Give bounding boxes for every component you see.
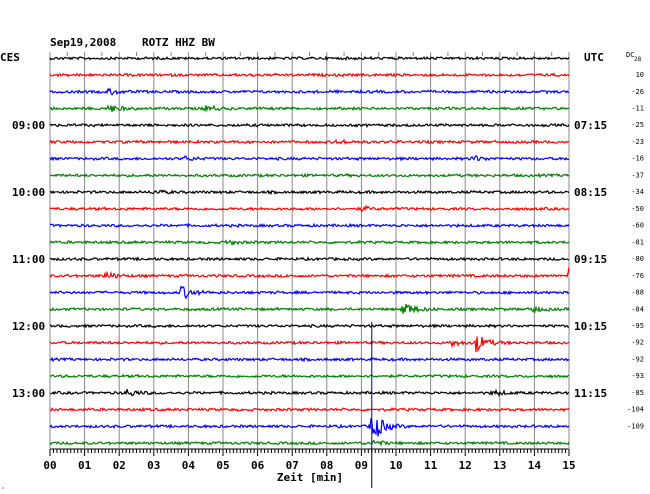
dc-offset-label: -34	[631, 188, 644, 196]
dc-offset-label: -23	[631, 138, 644, 146]
left-time-label: 11:00	[12, 253, 45, 266]
trace-row-16	[49, 323, 570, 329]
seismic-traces	[49, 55, 570, 488]
x-tick-label: 11	[424, 459, 438, 472]
trace-row-5	[49, 138, 570, 145]
right-time-labels: 07:15 08:15 09:15 10:15 11:15	[574, 119, 607, 400]
right-time-label: 11:15	[574, 387, 607, 400]
dc-offset-label: -104	[627, 406, 644, 414]
trace-row-19	[49, 373, 570, 379]
x-tick-label: 07	[286, 459, 299, 472]
x-tick-label: 15	[562, 459, 575, 472]
dc-offset-label: 10	[636, 71, 644, 79]
dc-offset-label: -80	[631, 255, 644, 263]
dc-offset-label: -11	[631, 104, 644, 112]
right-timezone-label: UTC	[584, 51, 604, 64]
trace-row-14	[49, 285, 570, 300]
trace-row-12	[49, 256, 570, 262]
chart-title-station: ROTZ HHZ BW	[142, 36, 215, 49]
trace-row-9	[49, 204, 570, 213]
chart-title-date: Sep19,2008	[50, 36, 116, 49]
x-tick-label: 09	[355, 459, 368, 472]
x-tick-label: 05	[216, 459, 229, 472]
left-time-label: 13:00	[12, 387, 45, 400]
x-tick-label: 03	[147, 459, 160, 472]
trace-row-11	[49, 239, 570, 247]
trace-row-10	[49, 222, 570, 229]
dc-offset-label: -84	[631, 305, 644, 313]
right-time-label: 09:15	[574, 253, 607, 266]
trace-row-13	[49, 267, 570, 279]
trace-row-6	[49, 154, 569, 162]
dc-offset-label: -81	[631, 238, 644, 246]
x-tick-label: 06	[251, 459, 265, 472]
x-tick-label: 08	[320, 459, 333, 472]
trace-row-1	[49, 72, 570, 78]
x-tick-label: 13	[493, 459, 506, 472]
trace-row-2	[49, 87, 570, 96]
dc-offset-labels: 10 -26 -11 -25 -23 -16 -37 -34 -50 -60 -81 -80 -76 -8…	[627, 71, 644, 430]
left-time-label: 12:00	[12, 320, 45, 333]
right-time-label: 10:15	[574, 320, 607, 333]
dc-offset-label: -26	[631, 88, 644, 96]
dc-offset-label: -109	[627, 422, 644, 430]
dc-offset-label: -85	[631, 389, 644, 397]
right-time-label: 08:15	[574, 186, 607, 199]
trace-row-17	[49, 336, 570, 353]
dc-label: DC	[626, 51, 634, 59]
dc-offset-label: -50	[631, 205, 644, 213]
dc-offset-label: -76	[631, 272, 644, 280]
x-tick-label: 01	[78, 459, 92, 472]
minute-gridlines	[49, 52, 570, 448]
left-time-label: 09:00	[12, 119, 45, 132]
trace-row-21	[49, 406, 570, 413]
trace-row-20	[49, 388, 570, 398]
dc-offset-label: -92	[631, 355, 644, 363]
corner-mark: ‸	[2, 481, 5, 489]
dc-offset-label: -93	[631, 372, 644, 380]
trace-row-0	[49, 55, 570, 62]
x-tick-label: 04	[182, 459, 196, 472]
right-time-label: 07:15	[574, 119, 607, 132]
trace-row-18	[50, 356, 570, 363]
dc-offset-label: -60	[631, 222, 644, 230]
x-tick-label: 02	[113, 459, 126, 472]
trace-row-23	[49, 439, 570, 447]
x-axis-label: Zeit [min]	[277, 471, 343, 484]
trace-row-22	[49, 418, 570, 437]
dc-offset-label: -25	[631, 121, 644, 129]
dc-subscript: 28	[634, 56, 642, 63]
x-tick-label: 12	[459, 459, 472, 472]
trace-row-3	[49, 104, 570, 113]
trace-row-7	[50, 172, 570, 179]
x-tick-label: 14	[528, 459, 542, 472]
dc-offset-label: -95	[631, 322, 644, 330]
trace-row-4	[49, 122, 570, 128]
x-axis: 00 01 02 03 04 05 06 07 08 09 10 11 12 13 14 15	[43, 448, 576, 472]
dc-offset-label: -92	[631, 339, 644, 347]
left-time-label: 10:00	[12, 186, 45, 199]
dc-offset-label: -88	[631, 289, 644, 297]
dc-offset-label: -16	[631, 155, 644, 163]
x-tick-label: 10	[389, 459, 402, 472]
trace-row-8	[49, 189, 570, 196]
left-timezone-label: CES	[0, 51, 20, 64]
dc-offset-label: -37	[631, 171, 644, 179]
x-tick-label: 00	[43, 459, 56, 472]
left-time-labels: 09:00 10:00 11:00 12:00 13:00	[12, 119, 45, 400]
trace-row-15	[49, 303, 570, 314]
